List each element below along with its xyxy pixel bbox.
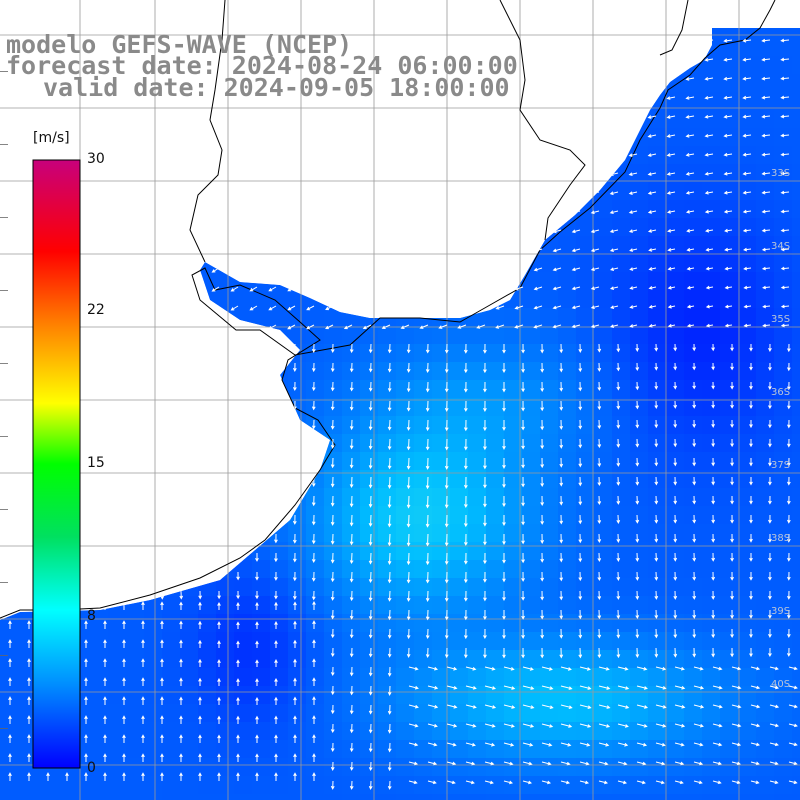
land-area xyxy=(0,0,712,620)
graticule-labels: 33S 34S 35S 36S 37S 38S 39S 40S xyxy=(771,168,790,690)
ocean-coastline xyxy=(0,0,776,619)
colorbar-tick: 30 xyxy=(87,151,105,167)
latitude-label: 40S xyxy=(771,679,790,690)
colorbar-tick: 22 xyxy=(87,302,105,318)
latitude-label: 37S xyxy=(771,460,790,471)
valid-date: valid date: 2024-09-05 18:00:00 xyxy=(43,73,510,102)
colorbar xyxy=(32,159,81,769)
latitude-label: 35S xyxy=(771,314,790,325)
latitude-label: 38S xyxy=(771,533,790,544)
colorbar-tick: 0 xyxy=(87,760,96,776)
inland-border xyxy=(499,0,586,241)
coastline xyxy=(0,0,776,619)
latitude-label: 34S xyxy=(771,241,790,252)
colorbar-ramp xyxy=(32,159,81,769)
forecast-date: forecast date: 2024-08-24 06:00:00 xyxy=(6,51,518,80)
model-title: modelo GEFS-WAVE (NCEP) xyxy=(6,30,353,59)
colorbar-unit: [m/s] xyxy=(33,130,70,146)
inland-border xyxy=(189,0,226,263)
colorbar-tick: 15 xyxy=(87,455,105,471)
colorbar-tick: 8 xyxy=(87,608,96,624)
latitude-label: 33S xyxy=(771,168,790,179)
latitude-label: 39S xyxy=(771,606,790,617)
latitude-label: 36S xyxy=(771,387,790,398)
land-mass xyxy=(0,0,712,620)
inland-border xyxy=(659,0,689,56)
